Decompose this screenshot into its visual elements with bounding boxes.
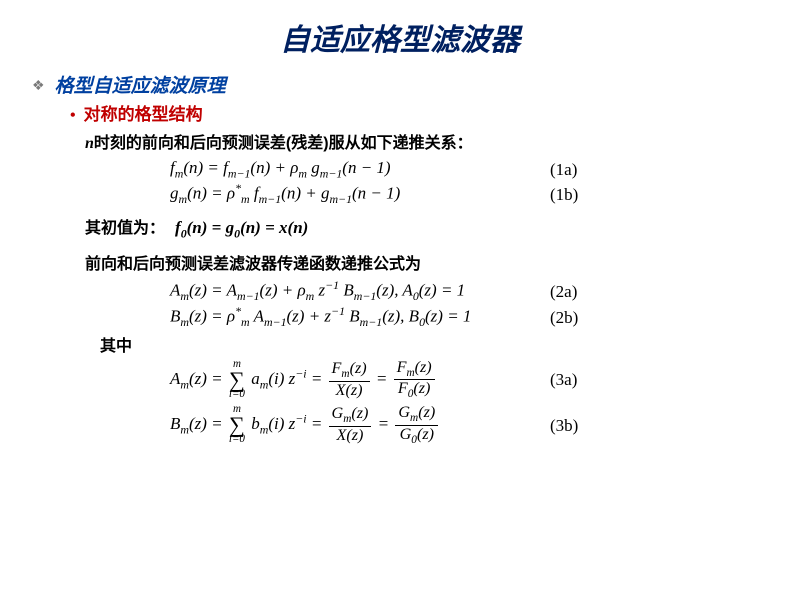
eq-3a: Am(z) = m∑i=0 am(i) z−i = Fm(z)X(z) = Fm…	[170, 359, 550, 401]
slide: 自适应格型滤波器 ❖ 格型自适应滤波原理 • 对称的格型结构 n时刻的前向和后向…	[0, 0, 800, 459]
section-row: ❖ 格型自适应滤波原理	[32, 71, 770, 98]
body-line-1: n时刻的前向和后向预测误差(残差)服从如下递推关系：	[85, 129, 770, 153]
sigma-icon: m∑i=0	[229, 405, 245, 445]
eq-3a-row: Am(z) = m∑i=0 am(i) z−i = Fm(z)X(z) = Fm…	[170, 359, 770, 401]
page-title: 自适应格型滤波器	[30, 15, 770, 59]
subsection-row: • 对称的格型结构	[70, 100, 770, 125]
eq-2b-label: (2b)	[550, 309, 610, 326]
eq-2a: Am(z) = Am−1(z) + ρm z−1 Bm−1(z), A0(z) …	[170, 280, 550, 303]
line2-text: 其初值为：	[85, 214, 165, 238]
diamond-bullet-icon: ❖	[32, 78, 45, 95]
subsection-heading: 对称的格型结构	[84, 100, 203, 125]
line1-text: 时刻的前向和后向预测误差(残差)服从如下递推关系：	[94, 135, 473, 152]
eq-3b-row: Bm(z) = m∑i=0 bm(i) z−i = Gm(z)X(z) = Gm…	[170, 404, 770, 446]
eq-3b-label: (3b)	[550, 417, 610, 434]
body-line-3: 前向和后向预测误差滤波器传递函数递推公式为	[85, 250, 770, 274]
eq-2a-label: (2a)	[550, 283, 610, 300]
body-line-2-row: 其初值为： f0(n) = g0(n) = x(n)	[85, 214, 770, 241]
eq-3b: Bm(z) = m∑i=0 bm(i) z−i = Gm(z)X(z) = Gm…	[170, 404, 550, 446]
eq-2b-row: Bm(z) = ρ*m Am−1(z) + z−1 Bm−1(z), B0(z)…	[170, 306, 770, 329]
equation-block-2: Am(z) = Am−1(z) + ρm z−1 Bm−1(z), A0(z) …	[170, 280, 770, 329]
var-n: n	[85, 135, 94, 152]
equation-block-1: fm(n) = fm−1(n) + ρm gm−1(n − 1) (1a) gm…	[170, 159, 770, 206]
dot-bullet-icon: •	[70, 107, 76, 125]
eq-2b: Bm(z) = ρ*m Am−1(z) + z−1 Bm−1(z), B0(z)…	[170, 306, 550, 329]
eq-2a-row: Am(z) = Am−1(z) + ρm z−1 Bm−1(z), A0(z) …	[170, 280, 770, 303]
body-line-4: 其中	[100, 332, 770, 356]
eq-1b-row: gm(n) = ρ*m fm−1(n) + gm−1(n − 1) (1b)	[170, 183, 770, 206]
section-heading: 格型自适应滤波原理	[55, 71, 226, 98]
eq-1b: gm(n) = ρ*m fm−1(n) + gm−1(n − 1)	[170, 183, 550, 206]
equation-block-3: Am(z) = m∑i=0 am(i) z−i = Fm(z)X(z) = Fm…	[170, 359, 770, 447]
eq-1a-label: (1a)	[550, 161, 610, 178]
eq-1a: fm(n) = fm−1(n) + ρm gm−1(n − 1)	[170, 159, 550, 180]
eq-3a-label: (3a)	[550, 371, 610, 388]
sigma-icon: m∑i=0	[229, 360, 245, 400]
eq-1b-label: (1b)	[550, 186, 610, 203]
eq-init: f0(n) = g0(n) = x(n)	[175, 218, 308, 241]
eq-1a-row: fm(n) = fm−1(n) + ρm gm−1(n − 1) (1a)	[170, 159, 770, 180]
